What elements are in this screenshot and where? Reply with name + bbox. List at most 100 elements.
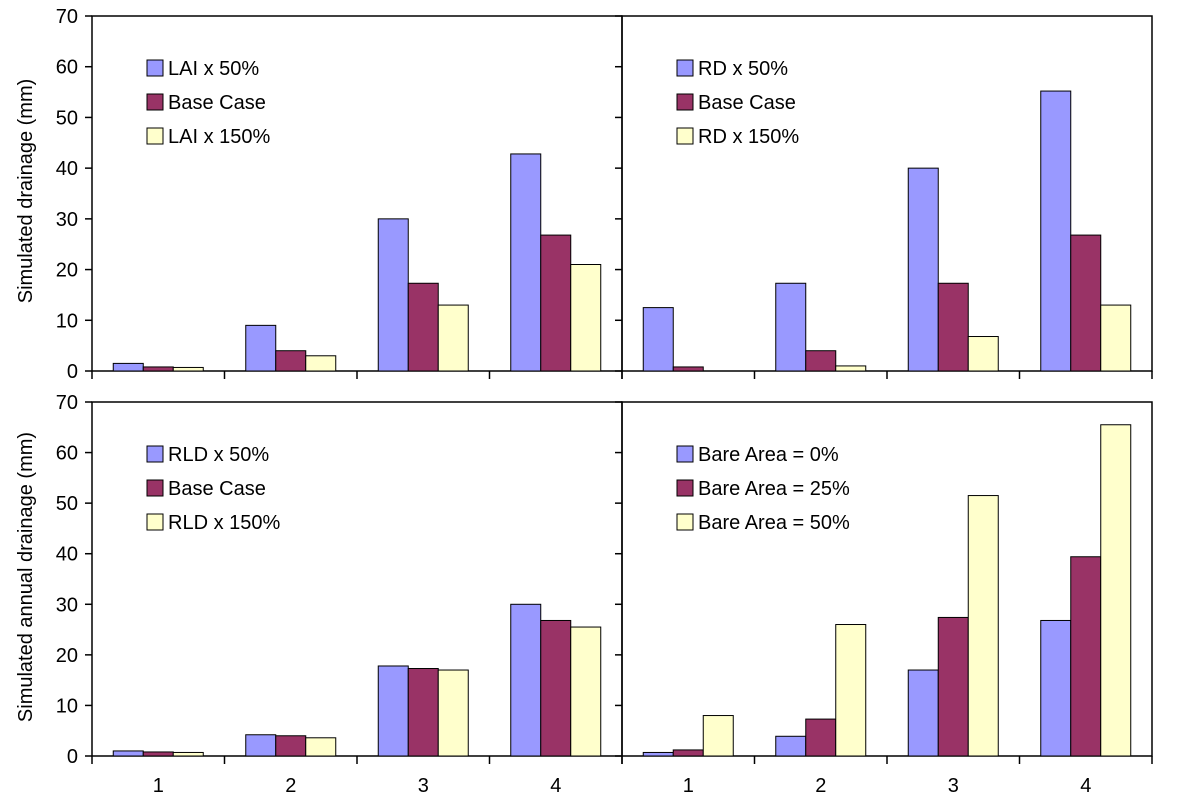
bar-3-4: [570, 264, 602, 372]
legend-swatch: [146, 445, 164, 463]
bar-1-2: [245, 324, 277, 372]
y-tick-label: 10: [56, 310, 78, 332]
y-tick-label: 70: [56, 392, 78, 414]
bar-3-1: [172, 366, 204, 372]
x-tick-label: 3: [948, 775, 959, 797]
y-axis-label-top: Simulated drainage (mm): [15, 79, 37, 304]
bar-1-4: [1040, 619, 1072, 757]
legend-label: Base Case: [168, 92, 266, 114]
bar-3-4: [1100, 424, 1132, 757]
legend-label: RD x 150%: [698, 126, 799, 148]
legend: Bare Area = 0% Bare Area = 25% Bare Area =…: [676, 444, 850, 534]
bar-3-3: [967, 336, 999, 372]
x-tick-label: 2: [815, 775, 826, 797]
bar-2-2: [275, 350, 307, 372]
bar-1-3: [907, 167, 939, 372]
legend-label: RD x 50%: [698, 58, 788, 80]
legend-label: Bare Area = 0%: [698, 444, 839, 466]
y-tick-label: 10: [56, 695, 78, 717]
legend-swatch: [676, 513, 694, 531]
bar-1-3: [377, 218, 409, 372]
bar-2-2: [275, 735, 307, 757]
bar-2-2: [805, 350, 837, 372]
legend-swatch: [676, 479, 694, 497]
bar-2-1: [142, 366, 174, 372]
bar-1-1: [112, 362, 144, 372]
bar-1-2: [245, 734, 277, 757]
panel-top-right: RD x 50% Base Case RD x 150%: [615, 15, 1153, 379]
legend-label: Bare Area = 25%: [698, 478, 850, 500]
bar-1-4: [510, 153, 542, 372]
bar-3-3: [967, 495, 999, 757]
x-tick-label: 1: [683, 775, 694, 797]
legend-label: LAI x 50%: [168, 58, 259, 80]
bar-3-2: [835, 365, 867, 372]
bar-2-1: [672, 366, 704, 372]
legend-swatch: [676, 59, 694, 77]
bar-1-1: [112, 750, 144, 757]
legend-label: Bare Area = 50%: [698, 512, 850, 534]
legend-swatch: [146, 479, 164, 497]
legend-swatch: [146, 127, 164, 145]
legend-swatch: [146, 93, 164, 111]
legend-label: LAI x 150%: [168, 126, 271, 148]
bar-2-1: [142, 751, 174, 757]
bar-3-1: [172, 751, 204, 757]
bar-1-4: [1040, 90, 1072, 372]
bar-1-4: [510, 603, 542, 757]
bar-2-3: [937, 282, 969, 372]
y-axis-label: Simulated annual drainage (mm): [15, 432, 37, 722]
bar-3-4: [1100, 304, 1132, 372]
y-tick-label: 30: [56, 209, 78, 231]
bar-2-4: [540, 619, 572, 757]
bar-2-3: [937, 616, 969, 757]
bar-2-4: [1070, 234, 1102, 372]
y-tick-label: 20: [56, 645, 78, 667]
y-tick-label: 30: [56, 594, 78, 616]
legend-label: Base Case: [698, 92, 796, 114]
legend-swatch: [676, 93, 694, 111]
bar-2-4: [540, 234, 572, 372]
legend-swatch: [676, 127, 694, 145]
y-tick-label: 40: [56, 158, 78, 180]
legend-swatch: [146, 59, 164, 77]
bar-1-1: [642, 307, 674, 372]
chart-panels: 0 10 20 30 40 50 60 70 LAI x 50% Base Case LAI x 1…: [56, 6, 1153, 797]
bar-3-1: [702, 715, 734, 757]
bar-3-3: [437, 304, 469, 372]
bar-2-3: [407, 668, 439, 757]
legend: LAI x 50% Base Case LAI x 150%: [146, 58, 271, 148]
bar-1-2: [775, 282, 807, 372]
bar-1-3: [377, 665, 409, 757]
legend: RLD x 50% Base Case RLD x 150%: [146, 444, 280, 534]
bar-2-1: [672, 749, 704, 757]
bar-1-1: [642, 751, 674, 757]
y-tick-label: 70: [56, 6, 78, 28]
x-tick-label: 1: [153, 775, 164, 797]
y-tick-label: 50: [56, 107, 78, 129]
bar-3-2: [305, 355, 337, 372]
bar-1-3: [907, 669, 939, 757]
bar-2-3: [407, 282, 439, 372]
bar-3-4: [570, 626, 602, 757]
legend-swatch: [146, 513, 164, 531]
bar-3-2: [305, 737, 337, 757]
bar-2-4: [1070, 556, 1102, 757]
y-tick-label: 50: [56, 493, 78, 515]
legend: RD x 50% Base Case RD x 150%: [676, 58, 799, 148]
legend-label: RLD x 150%: [168, 512, 280, 534]
y-tick-label: 0: [67, 361, 78, 383]
y-tick-label: 20: [56, 260, 78, 282]
bar-1-2: [775, 735, 807, 757]
x-tick-label: 3: [418, 775, 429, 797]
x-tick-label: 2: [285, 775, 296, 797]
y-tick-label: 40: [56, 544, 78, 566]
bar-2-2: [805, 718, 837, 757]
legend-label: RLD x 50%: [168, 444, 269, 466]
panel-top-left: 0 10 20 30 40 50 60 70 LAI x 50% Base Case LAI x 1…: [56, 6, 623, 383]
y-tick-label: 60: [56, 443, 78, 465]
x-tick-label: 4: [1080, 775, 1091, 797]
